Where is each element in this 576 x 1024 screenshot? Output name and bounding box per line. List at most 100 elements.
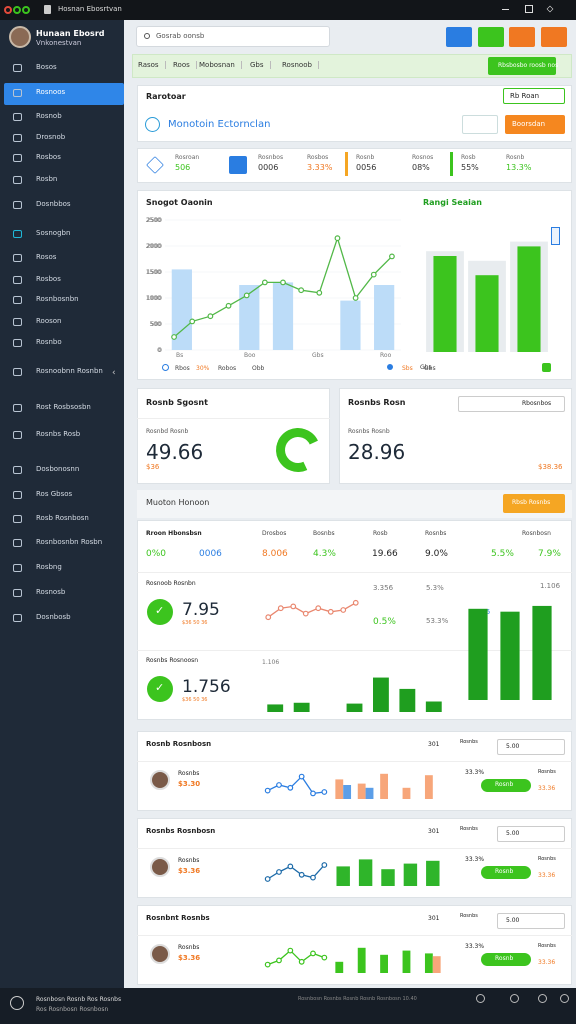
- footer-icon[interactable]: [560, 994, 569, 1003]
- footer-icon[interactable]: [538, 994, 547, 1003]
- bar: [171, 269, 192, 350]
- dot: [276, 869, 282, 875]
- nav-item[interactable]: Rost Rosbsosbn: [36, 403, 91, 411]
- dot: [340, 607, 347, 613]
- dot: [276, 782, 282, 788]
- stat-icon: [229, 156, 247, 174]
- card-button[interactable]: [481, 953, 531, 966]
- nav-icon: [13, 276, 22, 284]
- kpi-select[interactable]: [458, 396, 565, 412]
- card-select[interactable]: [497, 826, 565, 842]
- window-dot: [4, 6, 12, 14]
- window-dot: [13, 6, 21, 14]
- section-button[interactable]: [503, 494, 565, 513]
- panel-select[interactable]: [503, 88, 565, 104]
- collapse[interactable]: ‹: [112, 368, 116, 378]
- nav-icon: [13, 564, 22, 572]
- nav-item[interactable]: Rosbng: [36, 563, 62, 571]
- table-header: Rosnbosn: [522, 530, 551, 537]
- nav-item[interactable]: Rooson: [36, 317, 62, 325]
- nav-icon: [13, 614, 22, 622]
- card-name: Rosnbs: [178, 857, 200, 864]
- nav-icon: [13, 230, 22, 238]
- card-button[interactable]: [481, 779, 531, 792]
- nav-item[interactable]: Rosnbo: [36, 338, 62, 346]
- footer-icon[interactable]: [510, 994, 519, 1003]
- sidebar: [0, 20, 124, 988]
- nav-item[interactable]: Rosos: [36, 253, 57, 261]
- nav-item[interactable]: Rosbos: [36, 275, 61, 283]
- dot: [352, 599, 359, 606]
- card-button[interactable]: [481, 866, 531, 879]
- panel-button[interactable]: [505, 115, 565, 134]
- nav-item[interactable]: Rosnbosnbn Rosbn: [36, 538, 103, 546]
- chart: [264, 947, 328, 968]
- toolbar-button[interactable]: [446, 27, 472, 47]
- tab[interactable]: Gbs: [250, 61, 271, 69]
- kpi-label: Rosnbd Rosnb: [146, 428, 189, 435]
- panel-dropdown[interactable]: [462, 115, 498, 134]
- kpi-value: 49.66: [146, 440, 204, 464]
- row-value: 1.756: [182, 677, 231, 697]
- table-header: Drosbos: [262, 530, 287, 537]
- nav-item[interactable]: Rosnbs Rosb: [36, 430, 81, 438]
- search[interactable]: [136, 26, 330, 47]
- nav-item[interactable]: Rosnosb: [36, 588, 66, 596]
- stat-value: 08%: [412, 163, 430, 172]
- tab[interactable]: Rasos: [138, 61, 166, 69]
- dot: [298, 958, 305, 965]
- nav-icon: [13, 89, 22, 97]
- nav-item[interactable]: Rosb Rosnbosn: [36, 514, 89, 522]
- dot: [277, 605, 284, 612]
- y-tick-label: 500: [150, 321, 162, 328]
- table-card: [137, 520, 572, 720]
- bar: [425, 701, 442, 712]
- nav-item[interactable]: Rosbn: [36, 175, 58, 183]
- card-right: Rosnbs: [538, 769, 556, 775]
- toolbar-button[interactable]: [509, 27, 535, 47]
- card-select[interactable]: [497, 913, 565, 929]
- card-select-label: 5.00: [506, 830, 520, 837]
- tab-button[interactable]: [488, 57, 556, 75]
- kpi-select-label: Rbosnbos: [522, 400, 552, 407]
- panel: [137, 85, 572, 142]
- tab[interactable]: Rosnoob: [282, 61, 319, 69]
- tab[interactable]: Mobosnan: [199, 61, 242, 69]
- y-tick-label: 1500: [147, 269, 162, 276]
- dot: [298, 773, 305, 780]
- bar: [380, 773, 388, 799]
- nav-item[interactable]: Sosnogbn: [36, 229, 71, 237]
- nav-item[interactable]: Bosos: [36, 63, 57, 71]
- toolbar-button[interactable]: [541, 27, 567, 47]
- tab[interactable]: Roos: [173, 61, 197, 69]
- bar: [402, 950, 411, 973]
- stat-value: 3.33%: [307, 163, 333, 172]
- dot: [327, 608, 334, 615]
- nav-item[interactable]: Rosnob: [36, 112, 62, 120]
- chart: [264, 862, 328, 882]
- footer-text: Ros Rosnbosn Rosnbosn: [36, 1006, 109, 1013]
- nav-icon: [13, 404, 22, 412]
- nav-item[interactable]: Dosnbosb: [36, 613, 71, 621]
- nav-item[interactable]: Drosnob: [36, 133, 66, 141]
- nav-item[interactable]: Dosnbbos: [36, 200, 71, 208]
- toolbar-button[interactable]: [478, 27, 504, 47]
- stat-value: 55%: [461, 163, 479, 172]
- win-btn: [502, 9, 509, 10]
- dot: [302, 610, 309, 617]
- nav-item[interactable]: Rosnoobnn Rosnbn: [36, 367, 103, 375]
- nav-item[interactable]: Rosnoos: [36, 88, 66, 96]
- nav-item[interactable]: Dosbonosnn: [36, 465, 80, 473]
- table-header: Rosb: [373, 530, 388, 537]
- card-select[interactable]: [497, 739, 565, 755]
- footer-icon[interactable]: [476, 994, 485, 1003]
- nav-item[interactable]: Rosbos: [36, 153, 61, 161]
- nav-item[interactable]: Ros Gbsos: [36, 490, 73, 498]
- side-tag-icon: [542, 363, 551, 372]
- table-value: 7.9%: [538, 549, 561, 559]
- chart: [335, 947, 441, 973]
- card-avatar: [150, 770, 170, 790]
- divider: [450, 152, 453, 176]
- dot: [225, 302, 232, 309]
- nav-item[interactable]: Rosnbosnbn: [36, 295, 79, 303]
